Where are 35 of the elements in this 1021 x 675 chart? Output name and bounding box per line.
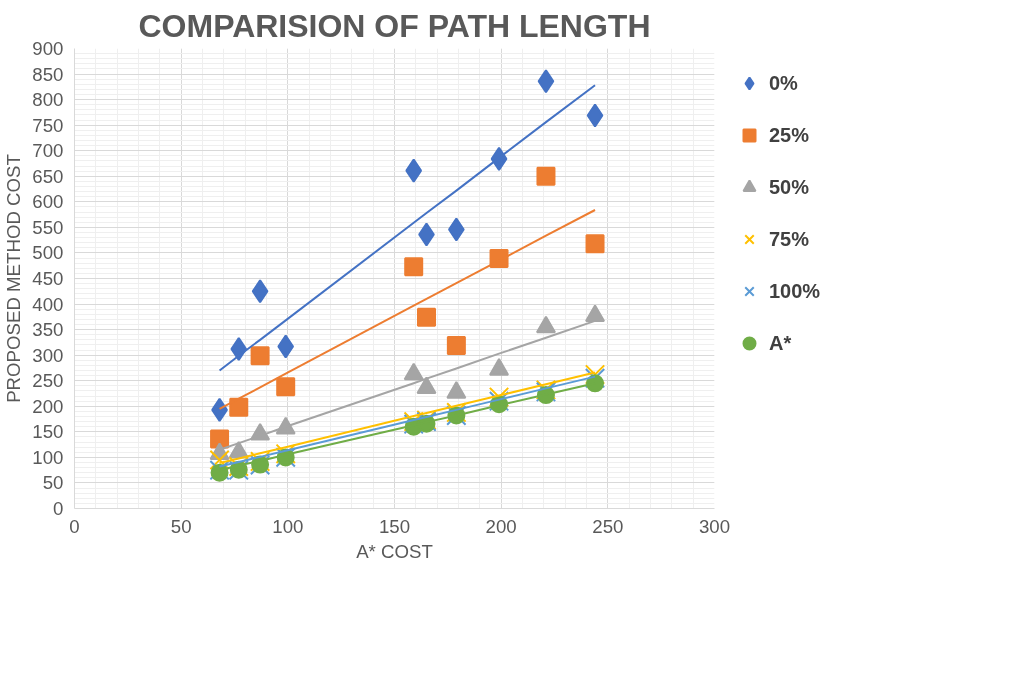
y-tick-label: 250 [32,370,64,392]
legend-label: 75% [769,227,811,251]
y-tick-label: 0 [53,498,64,519]
legend-label: A* [769,331,793,355]
x-tick-label: 250 [592,515,624,537]
y-tick-label: 700 [32,140,64,162]
legend-label: 50% [769,175,811,199]
y-tick-label: 200 [32,395,64,417]
y-tick-label: 350 [32,319,64,341]
y-tick-label: 600 [32,191,64,213]
x-tick-label: 200 [485,515,517,537]
y-tick-label: 450 [32,268,64,289]
y-tick-label: 550 [32,216,64,238]
legend-label: 0% [769,71,799,95]
y-tick-label: 100 [32,446,64,468]
x-tick-label: 150 [378,515,411,537]
legend-label: 25% [769,123,811,147]
y-tick-label: 300 [32,344,64,366]
x-tick-label: 0 [69,515,80,537]
y-tick-label: 50 [42,472,64,494]
y-tick-label: 900 [32,38,64,59]
y-tick-label: 650 [32,165,64,187]
legend-label: 100% [769,279,822,303]
x-axis-title: A* COST [356,540,433,562]
y-tick-label: 400 [32,293,64,315]
chart-title: COMPARISION OF PATH LENGTH [138,7,651,44]
y-tick-label: 850 [32,63,64,85]
y-tick-label: 500 [32,242,64,264]
x-tick-label: 50 [170,515,192,537]
x-tick-label: 300 [698,515,731,537]
y-axis-title: PROPOSED METHOD COST [3,154,25,403]
y-tick-label: 750 [32,114,64,136]
y-tick-label: 800 [32,89,64,111]
x-tick-label: 100 [272,515,304,537]
y-tick-label: 150 [32,421,64,443]
